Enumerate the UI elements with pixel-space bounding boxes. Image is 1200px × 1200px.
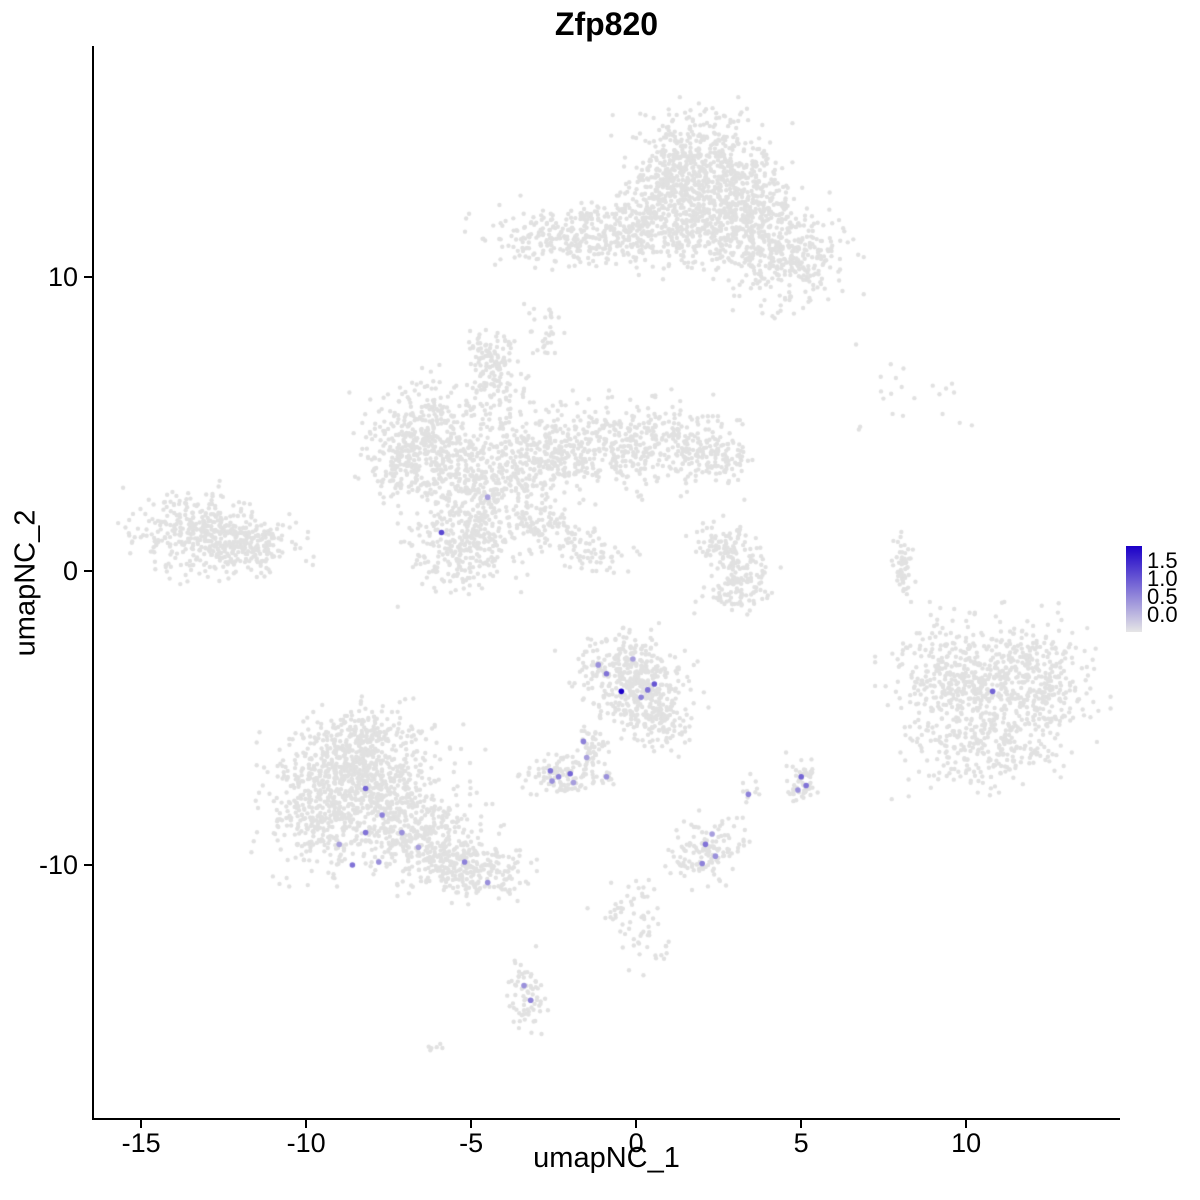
scatter-points-canvas bbox=[95, 47, 1118, 1118]
x-tick-label: -5 bbox=[459, 1128, 484, 1158]
x-tick-label: 10 bbox=[951, 1128, 982, 1158]
x-tick-label: 5 bbox=[793, 1128, 809, 1158]
x-tick-label: -10 bbox=[286, 1128, 326, 1158]
legend-tick-label: 1.5 bbox=[1147, 548, 1178, 573]
legend-tick-label: 0.0 bbox=[1147, 602, 1178, 627]
x-tick-mark bbox=[140, 1120, 143, 1128]
y-tick-label: -10 bbox=[38, 849, 78, 880]
x-tick-mark bbox=[965, 1120, 968, 1128]
x-tick-label: -15 bbox=[121, 1128, 161, 1158]
x-tick-mark bbox=[305, 1120, 308, 1128]
x-tick-mark bbox=[470, 1120, 473, 1128]
plot-title: Zfp820 bbox=[554, 6, 659, 42]
x-tick-label: 0 bbox=[628, 1128, 644, 1158]
legend-tick-label: 1.0 bbox=[1147, 566, 1178, 591]
legend-tick-labels: 1.5 1.0 0.5 0.0 bbox=[1147, 548, 1178, 627]
x-axis-line bbox=[92, 1118, 1120, 1120]
legend-gradient-bar bbox=[1126, 546, 1142, 632]
x-axis-title: umapNC_1 bbox=[533, 1142, 680, 1174]
y-tick-label: 0 bbox=[62, 555, 78, 586]
y-tick-label: 10 bbox=[47, 261, 78, 292]
y-tick-mark bbox=[84, 863, 92, 866]
expression-legend: 1.5 1.0 0.5 0.0 bbox=[1126, 546, 1178, 632]
legend-tick-label: 0.5 bbox=[1147, 584, 1178, 609]
y-tick-mark bbox=[84, 569, 92, 572]
x-tick-mark bbox=[800, 1120, 803, 1128]
x-tick-mark bbox=[635, 1120, 638, 1128]
y-tick-mark bbox=[84, 275, 92, 278]
y-axis-line bbox=[92, 46, 94, 1120]
